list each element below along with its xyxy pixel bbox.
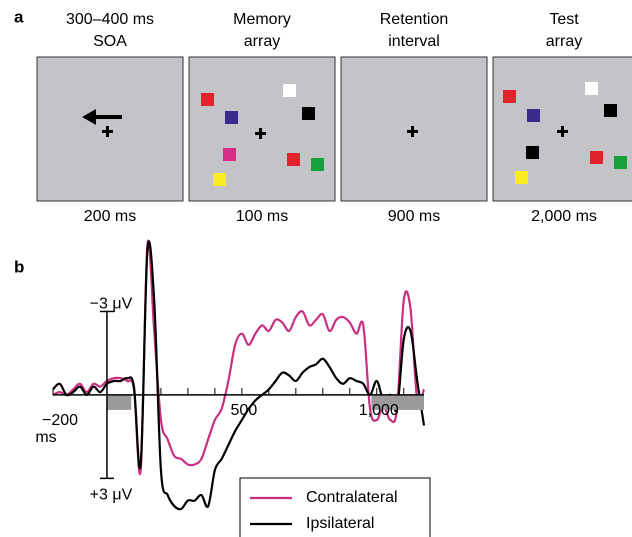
frame-title: array: [244, 33, 280, 50]
frame-title: 300–400 ms: [66, 11, 154, 28]
shaded-window: [371, 394, 424, 410]
memory-items: [201, 84, 324, 186]
x-tick-label: 500: [231, 402, 258, 419]
fixation-crosses: [102, 126, 568, 139]
duration: 100 ms: [236, 208, 288, 225]
frame-title: array: [546, 33, 582, 50]
frame: [36, 56, 184, 202]
frame-title: Memory: [233, 11, 291, 28]
y-tick-label: +3 μV: [90, 487, 133, 504]
duration: 900 ms: [388, 208, 440, 225]
x-tick-label: 1,000: [359, 402, 399, 419]
duration: 2,000 ms: [531, 208, 597, 225]
frame-title: Test: [549, 11, 579, 28]
panel-label: a: [14, 7, 24, 26]
erp-plot: [52, 239, 426, 511]
x-tick-label: −200: [42, 412, 78, 429]
frame-title: SOA: [93, 33, 127, 50]
frame-title: Retention: [380, 11, 449, 28]
erp-line: [52, 239, 426, 475]
shaded-window: [106, 394, 132, 410]
frame-title: interval: [388, 33, 440, 50]
erp-line: [52, 240, 426, 511]
test-items: [503, 82, 627, 184]
legend: [239, 477, 431, 537]
cue-arrow: [82, 109, 122, 125]
y-tick-label: −3 μV: [90, 296, 133, 313]
panel-label: b: [14, 257, 24, 276]
duration: 200 ms: [84, 208, 136, 225]
x-unit: ms: [35, 429, 56, 446]
legend-label: Contralateral: [306, 489, 398, 506]
legend-label: Ipsilateral: [306, 515, 374, 532]
